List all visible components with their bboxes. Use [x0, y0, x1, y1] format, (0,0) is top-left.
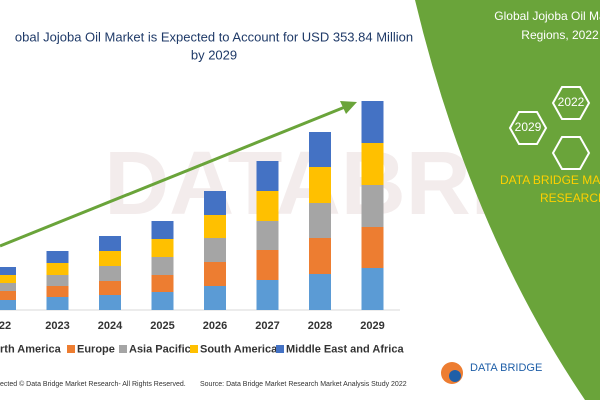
- legend-swatch: [190, 345, 198, 353]
- x-tick-label: 2025: [150, 320, 174, 332]
- bar-segment: [99, 236, 121, 251]
- bar-segment: [361, 185, 384, 227]
- bar-segment: [0, 267, 16, 275]
- bar-segment: [309, 167, 331, 203]
- footer-text: ected © Data Bridge Market Research- All…: [0, 380, 186, 388]
- logo: DATA BRIDGE: [441, 362, 542, 384]
- bar-segment: [151, 257, 174, 275]
- bar-segment: [99, 295, 121, 310]
- logo-text: DATA BRIDGE: [470, 362, 542, 374]
- hexagons: [508, 86, 591, 170]
- bar-segment: [151, 239, 174, 257]
- bar-segment: [204, 262, 226, 286]
- bar-segment: [256, 221, 279, 250]
- bar-segment: [256, 161, 279, 191]
- panel-heading: Global Jojoba Oil Ma: [494, 9, 600, 23]
- legend-label: rth America: [0, 343, 62, 355]
- bar-segment: [204, 238, 226, 262]
- x-tick-label: 2027: [255, 320, 279, 332]
- brand-text: RESEARCH: [540, 191, 600, 205]
- legend-label: Middle East and Africa: [286, 343, 404, 355]
- x-tick-label: 2028: [308, 320, 332, 332]
- x-tick-label: 22: [0, 320, 11, 332]
- legend-label: South America: [200, 343, 278, 355]
- bar-segment: [99, 281, 121, 295]
- bar-segment: [46, 275, 69, 286]
- chart-title: obal Jojoba Oil Market is Expected to Ac…: [15, 29, 413, 44]
- bar-segment: [361, 101, 384, 143]
- bar-segment: [46, 286, 69, 297]
- hexagon: [508, 111, 548, 145]
- x-tick-label: 2026: [203, 320, 227, 332]
- legend-label: Europe: [77, 343, 115, 355]
- bar-segment: [204, 286, 226, 310]
- bar-segment: [0, 291, 16, 300]
- bar-segment: [309, 274, 331, 310]
- bar-segment: [0, 283, 16, 291]
- legend-swatch: [67, 345, 75, 353]
- panel-heading: Regions, 2022: [521, 28, 599, 42]
- x-tick-label: 2024: [98, 320, 123, 332]
- bar-segment: [151, 275, 174, 292]
- hexagon: [551, 136, 591, 170]
- x-tick-label: 2029: [360, 320, 384, 332]
- bar-segment: [151, 221, 174, 239]
- trend-arrow: [0, 105, 346, 248]
- bar-segment: [99, 251, 121, 266]
- bar-segment: [46, 263, 69, 275]
- watermark: DATABRI: [104, 134, 496, 234]
- bar-segment: [256, 280, 279, 310]
- bar-segment: [0, 300, 16, 310]
- legend-swatch: [276, 345, 284, 353]
- bar-segment: [309, 238, 331, 274]
- bar-segment: [99, 266, 121, 281]
- bar-segment: [309, 132, 331, 167]
- hex-label: 2029: [515, 120, 542, 134]
- bar-segment: [0, 275, 16, 283]
- bar-segment: [46, 297, 69, 310]
- bar-segment: [361, 227, 384, 268]
- x-tick-label: 2023: [45, 320, 69, 332]
- brand-text: DATA BRIDGE MA: [500, 173, 600, 187]
- arrow-head: [340, 101, 357, 114]
- bar-segment: [151, 292, 174, 310]
- bar-segment: [46, 251, 69, 263]
- footer-text: Source: Data Bridge Market Research Mark…: [200, 381, 407, 388]
- bar-segment: [256, 191, 279, 221]
- bar-segment: [256, 250, 279, 280]
- logo-icon: [449, 370, 461, 382]
- legend-swatch: [119, 345, 127, 353]
- bar-segment: [204, 191, 226, 215]
- hexagon: [551, 86, 591, 120]
- legend-label: Asia Pacific: [129, 343, 191, 355]
- bar-segment: [309, 203, 331, 238]
- bar-segment: [204, 215, 226, 238]
- bar-segment: [361, 143, 384, 185]
- chart-title: by 2029: [191, 47, 237, 62]
- bar-segment: [361, 268, 384, 310]
- hex-label: 2022: [558, 95, 585, 109]
